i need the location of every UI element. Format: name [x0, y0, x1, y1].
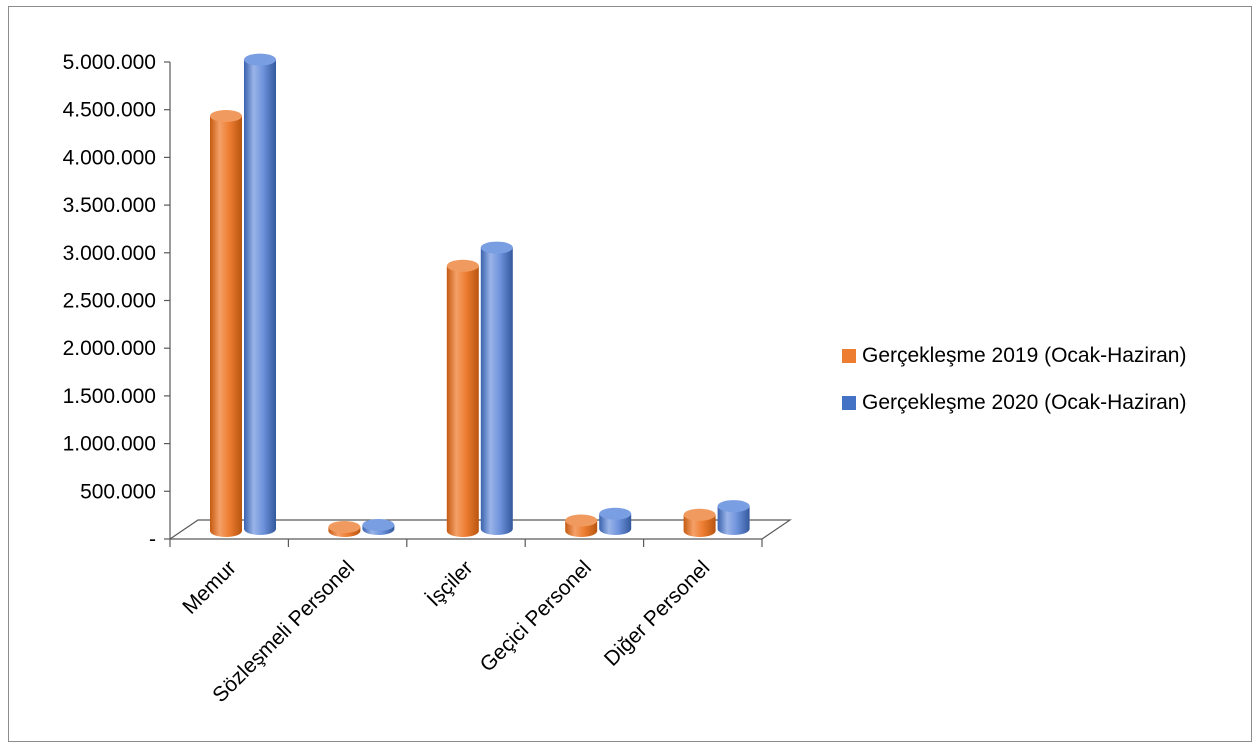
bar-top: [362, 519, 395, 531]
bar: [480, 241, 513, 535]
y-tick-label: 4.000.000: [63, 146, 156, 169]
bar-body: [210, 116, 242, 537]
bars: [210, 53, 750, 537]
y-tick-label: 1.000.000: [63, 433, 156, 456]
bar-top: [480, 241, 513, 254]
bar: [328, 521, 361, 537]
bar: [683, 508, 716, 537]
bar-top: [717, 500, 750, 513]
y-tick-label: 1.500.000: [63, 385, 156, 408]
bar: [565, 514, 598, 537]
bar-top: [599, 507, 632, 520]
bar: [362, 519, 395, 535]
bar: [210, 110, 242, 537]
x-tick-label: Memur: [178, 556, 240, 618]
y-tick-label: 5.000.000: [63, 51, 156, 74]
legend-item-2020: Gerçekleşme 2020 (Ocak-Haziran): [842, 389, 1186, 416]
legend-label-2020: Gerçekleşme 2020 (Ocak-Haziran): [862, 390, 1187, 414]
y-tick-label: 3.000.000: [63, 242, 156, 265]
bar: [599, 507, 632, 535]
bar-body: [446, 265, 479, 537]
bar-top: [210, 110, 242, 123]
bar: [446, 259, 479, 537]
legend-item-2019: Gerçekleşme 2019 (Ocak-Haziran): [842, 342, 1186, 369]
bar-body: [244, 59, 276, 536]
y-tick-label: 500.000: [80, 480, 156, 503]
y-tick-label: 4.500.000: [63, 99, 156, 122]
bar-body: [480, 247, 513, 535]
y-tick-label: 2.500.000: [63, 290, 156, 313]
legend: Gerçekleşme 2019 (Ocak-Haziran) Gerçekle…: [842, 342, 1186, 436]
x-tick-label: Diğer Personel: [600, 556, 714, 670]
legend-swatch-2019: [842, 348, 856, 363]
bar-top: [565, 514, 598, 527]
legend-label-2019: Gerçekleşme 2019 (Ocak-Haziran): [862, 343, 1187, 367]
bar-body: [717, 506, 750, 535]
y-tick-label: 3.500.000: [63, 194, 156, 217]
bar: [717, 500, 750, 535]
bar-body: [599, 513, 632, 535]
bar-top: [244, 53, 276, 66]
x-tick-label: Geçici Personel: [476, 556, 596, 676]
bar-body: [683, 514, 716, 537]
bar-top: [328, 521, 361, 533]
legend-swatch-2020: [842, 395, 856, 410]
labels: - 500.000 1.000.000 1.500.000 2.000.000 2.500…: [63, 51, 715, 707]
y-tick-label: -: [149, 528, 156, 551]
bar-top: [683, 508, 716, 521]
y-tick-label: 2.000.000: [63, 337, 156, 360]
bar-top: [446, 259, 479, 272]
bar: [244, 53, 276, 536]
x-tick-label: İşçiler: [422, 556, 477, 611]
